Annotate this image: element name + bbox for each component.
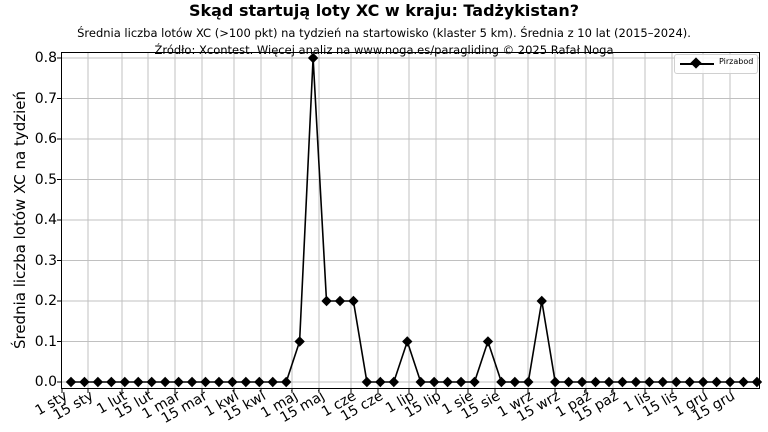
data-point-marker [159,376,171,388]
legend-label: Pirzabod [719,57,754,66]
data-point-marker [697,376,709,388]
data-point-marker [684,376,695,388]
data-point-marker [92,376,104,388]
data-point-marker [375,376,386,388]
data-point-marker [442,376,453,388]
data-point-marker [402,336,413,347]
data-point-marker [254,376,265,388]
y-tick-label: 0.2 [34,293,57,309]
data-point-marker [240,376,252,388]
axes-frame [61,52,760,389]
data-point-marker [146,376,157,388]
data-point-marker [106,376,117,388]
data-point-marker [294,336,305,347]
data-point-marker [307,52,319,64]
data-point-marker [361,376,373,388]
y-tick-label: 0.0 [34,374,57,390]
y-tick-label: 0.4 [34,212,57,228]
grid-lines [62,53,760,388]
data-point-marker [576,376,588,388]
data-point-marker [617,376,628,388]
data-point-marker [388,376,399,388]
axis-ticks [57,57,731,393]
y-tick-label: 0.8 [34,50,57,66]
chart-subtitle-line2: Źródło: Xcontest. Więcej analiz na www.n… [154,43,614,57]
chart-subtitle-line1: Średnia liczba lotów XC (>100 pkt) na ty… [77,26,691,40]
data-point-marker [428,376,440,388]
chart-title: Skąd startują loty XC w kraju: Tadżykist… [188,1,580,20]
data-point-marker [281,376,292,388]
data-point-marker [630,376,642,388]
y-tick-label: 0.1 [34,333,57,350]
data-point-marker [415,376,426,388]
data-point-marker [267,376,278,388]
data-point-marker [657,376,668,388]
data-point-marker [751,376,763,388]
diamond-marker-icon [690,57,702,69]
data-point-marker [738,376,749,388]
data-point-marker [469,376,480,388]
data-point-marker [724,376,736,388]
data-point-marker [348,295,359,307]
data-point-marker [482,336,494,347]
data-point-marker [65,376,77,388]
y-tick-label: 0.5 [34,171,57,188]
data-point-marker [133,376,144,388]
series-markers-pirzabod [65,52,763,388]
legend: Pirzabod [674,54,758,74]
data-point-marker [173,376,184,388]
data-point-marker [321,295,332,307]
data-point-marker [711,376,722,388]
data-point-marker [671,376,682,388]
data-point-marker [590,376,601,388]
data-point-marker [550,376,561,388]
data-point-marker [496,376,507,388]
series-line-pirzabod [71,57,757,383]
y-axis-label: Średnia liczba lotów XC na tydzień [11,90,29,350]
data-point-marker [563,376,574,388]
data-point-marker [455,376,467,388]
data-point-marker [227,376,238,388]
data-point-marker [536,295,547,307]
data-point-marker [334,295,346,307]
y-tick-label: 0.6 [34,131,57,147]
data-point-marker [644,376,655,388]
data-point-marker [79,376,90,388]
data-point-marker [603,376,615,388]
y-tick-label: 0.7 [34,90,57,107]
data-point-marker [213,376,225,388]
data-point-marker [200,376,211,388]
data-point-marker [509,376,521,388]
data-point-marker [523,376,534,388]
y-tick-label: 0.3 [34,252,57,269]
data-point-marker [119,376,130,388]
data-point-marker [186,376,198,388]
